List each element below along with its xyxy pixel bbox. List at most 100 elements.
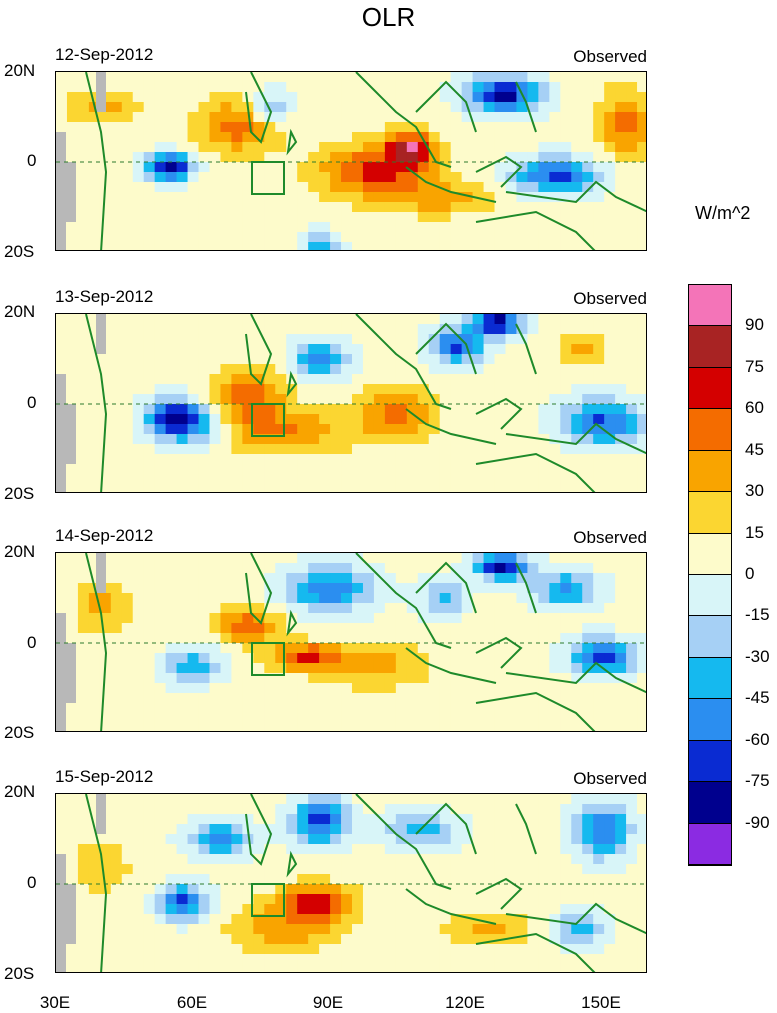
olr-cell	[253, 484, 265, 492]
olr-cell	[615, 222, 627, 233]
olr-cell	[395, 162, 408, 173]
olr-cell	[637, 424, 646, 435]
olr-cell	[538, 603, 550, 614]
olr-cell	[637, 894, 646, 905]
olr-cell	[472, 92, 485, 103]
olr-cell	[143, 222, 156, 233]
olr-cell	[604, 814, 616, 825]
olr-cell	[110, 394, 123, 405]
olr-cell	[593, 663, 605, 674]
olr-cell	[165, 162, 178, 173]
olr-cell	[604, 474, 616, 485]
olr-cell	[373, 474, 386, 485]
olr-cell	[242, 804, 254, 815]
olr-cell	[384, 864, 397, 875]
olr-cell	[220, 414, 232, 425]
olr-cell	[395, 142, 408, 153]
olr-cell	[637, 92, 646, 103]
olr-cell	[494, 713, 507, 724]
olr-cell	[352, 102, 364, 113]
olr-cell	[66, 713, 79, 724]
olr-cell	[176, 142, 189, 153]
olr-cell	[373, 444, 386, 455]
olr-cell	[308, 673, 320, 684]
olr-cell	[406, 964, 419, 972]
olr-cell	[341, 904, 353, 915]
olr-cell	[341, 804, 353, 815]
olr-cell	[428, 553, 441, 564]
olr-cell	[66, 464, 79, 475]
olr-cell	[77, 804, 90, 815]
olr-cell	[88, 202, 101, 213]
olr-cell	[560, 713, 572, 724]
olr-cell	[395, 723, 408, 731]
olr-cell	[341, 212, 353, 223]
olr-cell	[395, 72, 408, 83]
olr-cell	[593, 92, 605, 103]
olr-cell	[209, 583, 222, 594]
olr-cell	[198, 102, 211, 113]
olr-cell	[242, 232, 254, 243]
olr-cell	[275, 944, 287, 955]
olr-cell	[439, 162, 452, 173]
olr-cell	[637, 794, 646, 805]
olr-cell	[308, 794, 320, 805]
colorbar-label: -30	[745, 646, 770, 666]
olr-cell	[428, 92, 441, 103]
lon-label: 150E	[581, 993, 621, 1012]
olr-cell	[527, 874, 539, 885]
olr-cell	[406, 232, 419, 243]
olr-cell	[66, 794, 79, 805]
olr-cell	[582, 834, 594, 845]
olr-cell	[231, 593, 243, 604]
olr-cell	[264, 364, 276, 375]
olr-cell	[395, 444, 408, 455]
olr-cell	[165, 914, 178, 925]
olr-cell	[110, 324, 123, 335]
olr-cell	[439, 172, 452, 183]
olr-cell	[560, 834, 572, 845]
olr-cell	[494, 854, 507, 865]
olr-cell	[165, 444, 178, 455]
olr-cell	[165, 834, 178, 845]
olr-cell	[66, 394, 79, 405]
olr-cell	[373, 563, 386, 574]
olr-cell	[275, 723, 287, 731]
olr-cell	[384, 132, 397, 143]
olr-cell	[362, 82, 375, 93]
olr-cell	[615, 834, 627, 845]
olr-cell	[384, 122, 397, 133]
olr-cell	[516, 474, 528, 485]
olr-cell	[615, 484, 627, 492]
olr-cell	[428, 683, 441, 694]
olr-cell	[275, 102, 287, 113]
olr-cell	[384, 804, 397, 815]
olr-cell	[505, 384, 518, 395]
olr-cell	[450, 474, 463, 485]
olr-cell	[154, 904, 167, 915]
olr-cell	[439, 914, 452, 925]
olr-cell	[417, 814, 430, 825]
olr-cell	[582, 324, 594, 335]
olr-cell	[362, 102, 375, 113]
olr-cell	[253, 444, 265, 455]
olr-cell	[253, 202, 265, 213]
olr-cell	[77, 192, 90, 203]
olr-cell	[77, 414, 90, 425]
olr-cell	[176, 623, 189, 634]
olr-cell	[176, 152, 189, 163]
olr-cell	[626, 474, 638, 485]
olr-cell	[88, 414, 101, 425]
olr-cell	[330, 723, 342, 731]
olr-cell	[384, 464, 397, 475]
olr-cell	[253, 794, 265, 805]
olr-cell	[352, 384, 364, 395]
olr-cell	[88, 192, 101, 203]
olr-cell	[571, 713, 583, 724]
olr-cell	[198, 142, 211, 153]
olr-cell	[450, 874, 463, 885]
olr-cell	[99, 864, 112, 875]
olr-cell	[571, 102, 583, 113]
olr-cell	[330, 593, 342, 604]
olr-cell	[198, 404, 211, 415]
